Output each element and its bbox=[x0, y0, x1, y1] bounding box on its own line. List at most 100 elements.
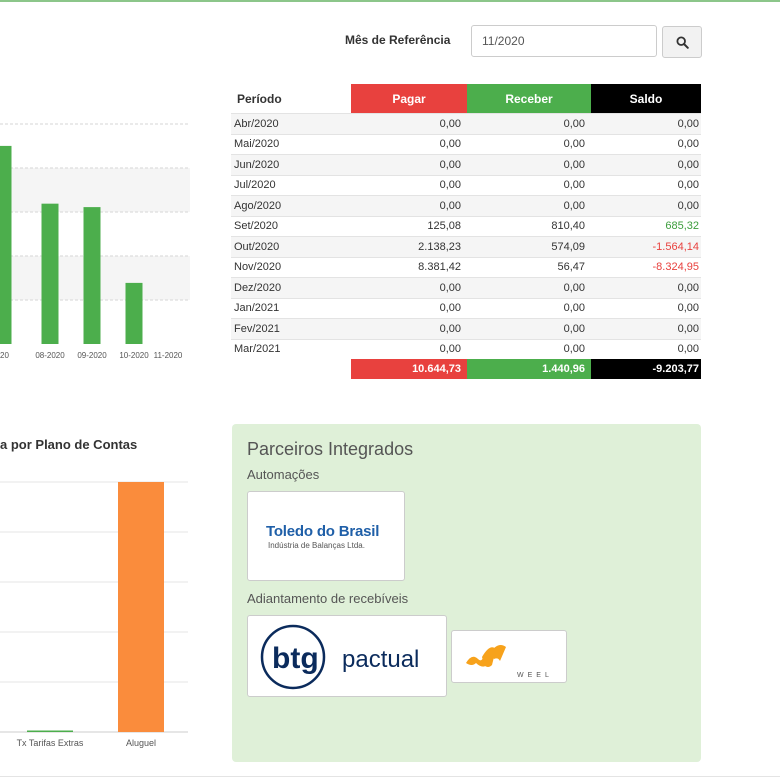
search-button[interactable] bbox=[662, 26, 702, 58]
summary-table: Período Pagar Receber Saldo Abr/2020 0,00… bbox=[231, 84, 701, 379]
weel-logo: WEEL bbox=[466, 645, 553, 679]
table-row: Dez/2020 0,00 0,00 0,00 bbox=[231, 277, 701, 298]
row-receber: 0,00 bbox=[563, 158, 585, 171]
x-tick-label: Aluguel bbox=[126, 738, 156, 748]
total-pagar: 10.644,73 bbox=[351, 359, 467, 379]
row-saldo: 0,00 bbox=[677, 138, 699, 151]
row-receber: 0,00 bbox=[563, 138, 585, 151]
table-row: Abr/2020 0,00 0,00 0,00 bbox=[231, 113, 701, 134]
row-period: Nov/2020 bbox=[234, 261, 282, 274]
row-saldo: 0,00 bbox=[677, 343, 699, 356]
table-row: Mar/2021 0,00 0,00 0,00 bbox=[231, 338, 701, 360]
row-pagar: 0,00 bbox=[439, 117, 461, 130]
automations-label: Automações bbox=[247, 467, 320, 482]
expense-bar-chart: Tx Tarifas Extras Aluguel bbox=[0, 481, 188, 748]
table-row: Jun/2020 0,00 0,00 0,00 bbox=[231, 154, 701, 175]
table-row: Ago/2020 0,00 0,00 0,00 bbox=[231, 195, 701, 216]
row-pagar: 0,00 bbox=[439, 138, 461, 151]
row-pagar: 0,00 bbox=[439, 158, 461, 171]
row-period: Fev/2021 bbox=[234, 322, 280, 335]
row-saldo: 0,00 bbox=[677, 281, 699, 294]
table-row: Mai/2020 0,00 0,00 0,00 bbox=[231, 133, 701, 155]
row-period: Set/2020 bbox=[234, 220, 279, 233]
reference-month-input[interactable] bbox=[471, 25, 657, 57]
table-totals-row: 10.644,73 1.440,96 -9.203,77 bbox=[231, 359, 701, 379]
row-pagar: 0,00 bbox=[439, 322, 461, 335]
row-saldo: 0,00 bbox=[677, 322, 699, 335]
bar-08-2020 bbox=[41, 203, 59, 344]
table-row: Out/2020 2.138,23 574,09 -1.564,14 bbox=[231, 236, 701, 257]
table-row: Jul/2020 0,00 0,00 0,00 bbox=[231, 174, 701, 196]
row-pagar: 0,00 bbox=[439, 179, 461, 192]
row-receber: 0,00 bbox=[563, 281, 585, 294]
row-saldo: 0,00 bbox=[677, 199, 699, 212]
row-pagar: 0,00 bbox=[439, 343, 461, 356]
search-icon bbox=[675, 35, 689, 49]
top-divider bbox=[0, 0, 780, 2]
receivables-label: Adiantamento de recebíveis bbox=[247, 591, 409, 606]
header-pagar: Pagar bbox=[351, 84, 467, 113]
header-saldo: Saldo bbox=[591, 84, 701, 113]
row-receber: 574,09 bbox=[551, 240, 585, 253]
row-pagar: 0,00 bbox=[439, 302, 461, 315]
btg-logo-light: pactual bbox=[342, 646, 419, 673]
header-receber: Receber bbox=[467, 84, 591, 113]
toledo-logo-subtitle: Indústria de Balanças Ltda. bbox=[268, 541, 365, 550]
row-saldo: 0,00 bbox=[677, 179, 699, 192]
row-saldo: 0,00 bbox=[677, 302, 699, 315]
table-row: Set/2020 125,08 810,40 685,32 bbox=[231, 215, 701, 237]
row-period: Jun/2020 bbox=[234, 158, 280, 171]
x-tick-label: 08-2020 bbox=[35, 351, 65, 360]
btg-logo-bold: btg bbox=[272, 642, 319, 675]
x-tick-label: Tx Tarifas Extras bbox=[17, 738, 84, 748]
row-pagar: 0,00 bbox=[439, 281, 461, 294]
x-tick-label: 10-2020 bbox=[119, 351, 149, 360]
row-receber: 0,00 bbox=[563, 302, 585, 315]
weel-logo-text: WEEL bbox=[517, 672, 553, 679]
btg-pactual-logo: btg pactual bbox=[260, 624, 419, 690]
table-body: Abr/2020 0,00 0,00 0,00 Mai/2020 0,00 0,00 0,00… bbox=[231, 113, 701, 359]
partners-panel: Parceiros Integrados Automações Toledo d… bbox=[232, 424, 701, 762]
row-saldo: -8.324,95 bbox=[652, 261, 699, 274]
row-period: Mar/2021 bbox=[234, 343, 281, 356]
row-pagar: 125,08 bbox=[427, 220, 461, 233]
row-saldo: 0,00 bbox=[677, 158, 699, 171]
row-receber: 0,00 bbox=[563, 322, 585, 335]
expense-chart-title: a por Plano de Contas bbox=[0, 437, 138, 452]
bar-2020 bbox=[0, 145, 12, 344]
x-tick-label: 11-2020 bbox=[154, 351, 183, 360]
x-tick-label: 09-2020 bbox=[77, 351, 107, 360]
row-pagar: 2.138,23 bbox=[418, 240, 461, 253]
table-row: Fev/2021 0,00 0,00 0,00 bbox=[231, 318, 701, 339]
table-header: Período Pagar Receber Saldo bbox=[231, 84, 701, 113]
row-receber: 0,00 bbox=[563, 199, 585, 212]
reference-month-label: Mês de Referência bbox=[345, 33, 451, 47]
weel-partner-card[interactable]: WEEL bbox=[451, 630, 567, 683]
row-saldo: 0,00 bbox=[677, 117, 699, 130]
table-row: Nov/2020 8.381,42 56,47 -8.324,95 bbox=[231, 256, 701, 278]
row-period: Jan/2021 bbox=[234, 302, 280, 315]
bar-09-2020 bbox=[83, 207, 101, 344]
row-period: Out/2020 bbox=[234, 240, 280, 253]
row-pagar: 8.381,42 bbox=[418, 261, 461, 274]
row-period: Ago/2020 bbox=[234, 199, 282, 212]
row-receber: 0,00 bbox=[563, 179, 585, 192]
monthly-bar-chart: 2020 08-2020 09-2020 10-2020 11-2020 bbox=[0, 123, 190, 360]
row-period: Dez/2020 bbox=[234, 281, 282, 294]
toledo-partner-card[interactable]: Toledo do Brasil Indústria de Balanças L… bbox=[247, 491, 405, 581]
row-period: Jul/2020 bbox=[234, 179, 276, 192]
row-period: Abr/2020 bbox=[234, 117, 279, 130]
row-receber: 56,47 bbox=[557, 261, 585, 274]
bar-aluguel bbox=[118, 482, 164, 732]
row-pagar: 0,00 bbox=[439, 199, 461, 212]
totals-spacer bbox=[231, 359, 351, 379]
total-saldo: -9.203,77 bbox=[591, 359, 701, 379]
btg-partner-card[interactable]: btg pactual bbox=[247, 615, 447, 697]
row-saldo: -1.564,14 bbox=[652, 240, 699, 253]
row-receber: 810,40 bbox=[551, 220, 585, 233]
chart-band bbox=[0, 168, 190, 212]
total-receber: 1.440,96 bbox=[467, 359, 591, 379]
toledo-logo-name: Toledo do Brasil bbox=[266, 523, 380, 540]
row-receber: 0,00 bbox=[563, 117, 585, 130]
row-receber: 0,00 bbox=[563, 343, 585, 356]
